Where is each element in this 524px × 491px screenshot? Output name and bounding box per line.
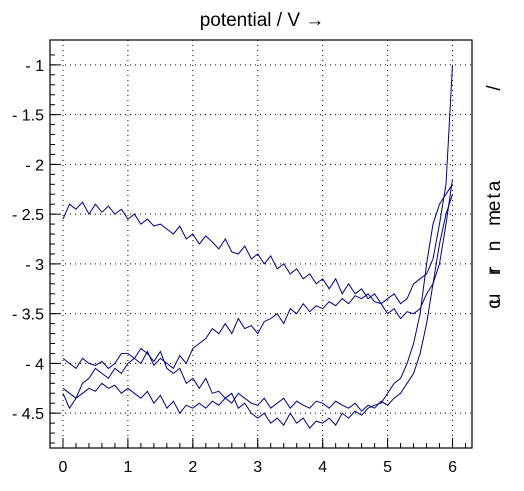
grid (50, 40, 472, 448)
y-axis-label-char: c (484, 299, 505, 309)
y-tick-label: - 1 (25, 58, 44, 75)
y-axis-label-char: / (484, 85, 505, 91)
y-tick-label: - 2 (25, 157, 44, 174)
series-line-1 (62, 64, 453, 305)
y-tick-label: - 4.5 (12, 406, 44, 423)
y-tick-label: - 1.5 (12, 108, 44, 125)
x-tick-label: 5 (383, 459, 392, 476)
y-tick-label: - 2.5 (12, 207, 44, 224)
x-tick-label: 0 (59, 459, 68, 476)
series-line-4 (62, 194, 453, 415)
series-line-2 (62, 179, 453, 370)
y-axis-label-char: r (484, 266, 505, 273)
y-axis-label-char: m (484, 210, 505, 226)
axis-ticks: 0 1 2 3 4 5 6 - 1 - 1.5 - 2 - 2.5 - 3 - 3.5 - 4 - 4.5 (12, 54, 467, 476)
y-axis-label-char: u (484, 294, 505, 305)
x-tick-label: 2 (188, 459, 197, 476)
y-axis-label-char: t (484, 193, 505, 199)
y-tick-label: - 3 (25, 257, 44, 274)
chart-title: potential / V → (200, 10, 325, 31)
series-line-3 (62, 184, 453, 429)
plot-frame (49, 39, 473, 449)
x-tick-label: 1 (123, 459, 132, 476)
y-axis-label-char: a (484, 180, 505, 191)
x-tick-label: 6 (448, 459, 457, 476)
y-axis-label-char: e (484, 201, 505, 212)
series-group (62, 64, 453, 429)
y-axis-label-char: n (484, 241, 505, 252)
y-axis-label-char: r (484, 268, 505, 275)
y-tick-label: - 4 (25, 356, 44, 373)
x-tick-label: 3 (253, 459, 262, 476)
y-tick-label: - 3.5 (12, 307, 44, 324)
x-tick-label: 4 (318, 459, 327, 476)
